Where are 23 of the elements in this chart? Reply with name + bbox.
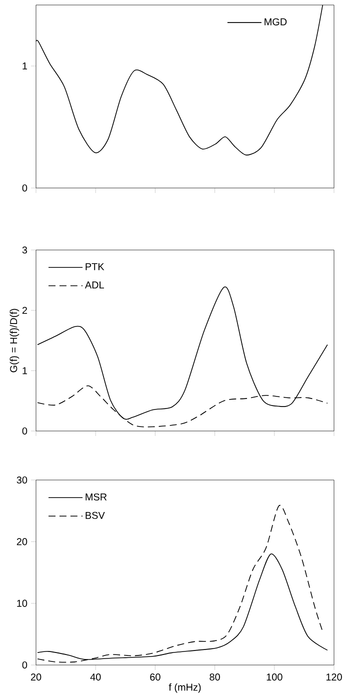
x-tick-label: 100 bbox=[266, 674, 282, 681]
y-axis-title: G(f) = H(f)/D(f) bbox=[10, 308, 20, 372]
legend-label: MGD bbox=[264, 18, 287, 26]
legend-label: ADL bbox=[84, 282, 104, 288]
y-tick-label: 2 bbox=[22, 306, 27, 314]
y-tick-label: 10 bbox=[17, 600, 28, 607]
legend-label: BSV bbox=[86, 512, 105, 519]
x-tick-label: 20 bbox=[30, 674, 42, 681]
legend-label: PTK bbox=[86, 263, 104, 270]
x-tick-label: 120 bbox=[326, 674, 342, 681]
y-tick-label: 3 bbox=[22, 246, 28, 254]
y-tick-label: 20 bbox=[16, 538, 28, 546]
x-axis-title: f (mHz) bbox=[168, 683, 201, 693]
y-tick-label: 0 bbox=[22, 661, 28, 669]
y-tick-label: 30 bbox=[16, 476, 28, 484]
y-tick-label: 1 bbox=[22, 62, 28, 70]
x-tick-label: 80 bbox=[210, 674, 220, 681]
y-tick-label: 0 bbox=[22, 184, 28, 192]
x-tick-label: 40 bbox=[90, 674, 101, 681]
y-tick-label: 0 bbox=[22, 427, 28, 435]
y-tick-label: 1 bbox=[22, 367, 27, 374]
legend-label: MSR bbox=[86, 493, 107, 500]
x-tick-label: 60 bbox=[150, 674, 160, 681]
